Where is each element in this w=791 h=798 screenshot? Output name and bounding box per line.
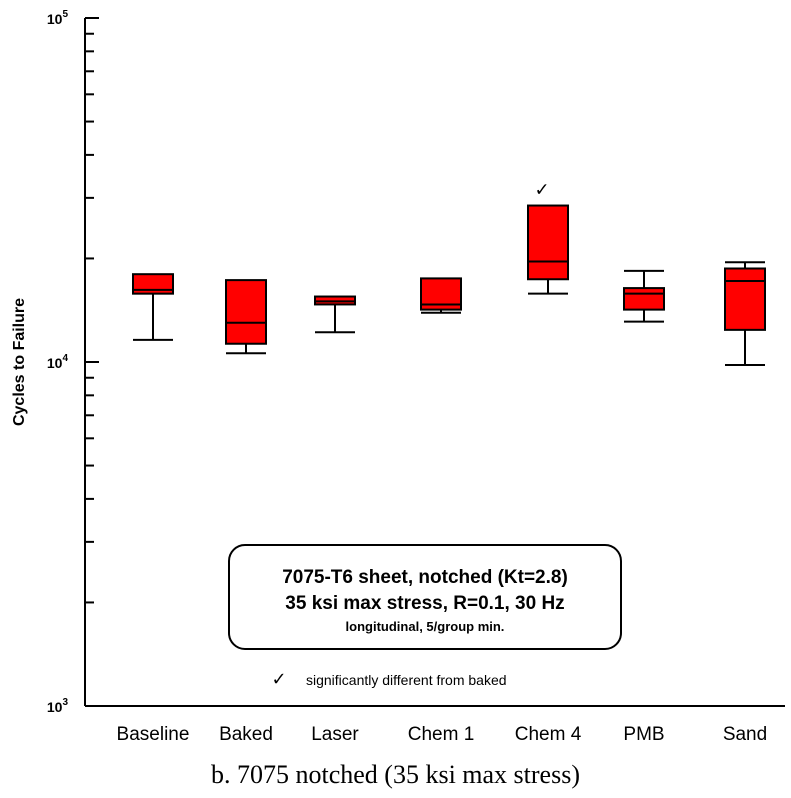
y-axis-label: Cycles to Failure <box>11 298 28 426</box>
legend-note-text: significantly different from baked <box>306 672 507 688</box>
info-line-3: longitudinal, 5/group min. <box>346 619 505 634</box>
box-chem-4 <box>527 204 569 295</box>
box-baked <box>225 279 267 355</box>
y-tick-label: 105 <box>47 9 69 27</box>
box-iqr <box>132 273 174 295</box>
box-baseline <box>132 273 174 341</box>
significance-marks: ✓ <box>534 180 549 201</box>
box-iqr <box>623 287 665 311</box>
y-tick-label: 103 <box>47 697 69 715</box>
box-chem-1 <box>420 277 462 314</box>
info-line-1: 7075-T6 sheet, notched (Kt=2.8) <box>282 567 568 588</box>
box-iqr <box>225 279 267 345</box>
x-tick-label: Baseline <box>117 724 190 745</box>
x-tick-labels: Baseline Baked Laser Chem 1 Chem 4 PMB Sand <box>117 724 768 745</box>
y-ticks <box>85 17 99 707</box>
info-line-2: 35 ksi max stress, R=0.1, 30 Hz <box>285 593 564 614</box>
y-tick-labels: 103 104 105 <box>47 9 69 715</box>
x-tick-label: Chem 1 <box>408 724 475 745</box>
x-tick-label: PMB <box>623 724 664 745</box>
check-icon: ✓ <box>271 669 286 690</box>
box-iqr <box>724 267 766 331</box>
box-pmb <box>623 269 665 323</box>
x-tick-label: Sand <box>723 724 767 745</box>
info-box-frame <box>228 544 622 650</box>
y-tick-label: 104 <box>47 353 69 371</box>
box-laser <box>314 295 356 334</box>
info-box: 7075-T6 sheet, notched (Kt=2.8) 35 ksi m… <box>228 544 622 650</box>
x-tick-label: Chem 4 <box>515 724 582 745</box>
box-series <box>132 204 766 367</box>
box-chart: 103 104 105 Cycles to Failure Baseline Bake… <box>11 9 785 745</box>
figure-caption: b. 7075 notched (35 ksi max stress) <box>210 760 580 789</box>
check-icon: ✓ <box>534 180 549 201</box>
x-tick-label: Laser <box>311 724 359 745</box>
legend-note: ✓ significantly different from baked <box>271 669 506 690</box>
x-tick-label: Baked <box>219 724 273 745</box>
box-iqr <box>527 204 569 281</box>
box-sand <box>724 261 766 367</box>
